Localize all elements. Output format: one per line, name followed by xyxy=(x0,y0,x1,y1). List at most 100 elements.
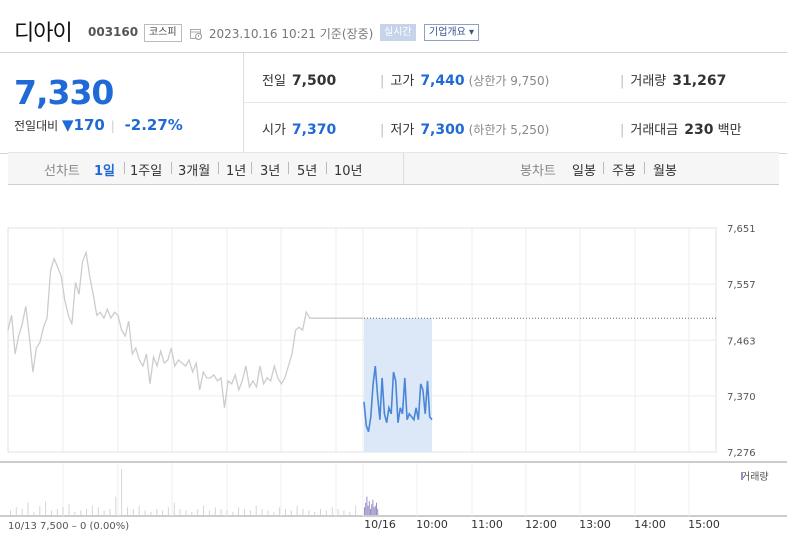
volume-bar xyxy=(103,510,105,515)
volume-bar xyxy=(21,508,23,515)
volume-bar xyxy=(267,510,269,515)
volume-bar xyxy=(162,510,164,515)
stock-code: 003160 xyxy=(88,25,139,39)
volume-bar xyxy=(62,507,64,515)
tab-3year[interactable]: 3년 xyxy=(260,164,281,179)
tab-10year[interactable]: 10년 xyxy=(334,164,363,179)
tab-1year[interactable]: 1년 xyxy=(226,164,247,179)
volume-bar xyxy=(132,508,134,515)
y-tick-label: 7,463 xyxy=(727,336,756,347)
volume-bar xyxy=(50,510,52,515)
market-status: 기준(장중) xyxy=(319,27,374,41)
market-badge: 코스피 xyxy=(144,24,182,42)
volume-bar xyxy=(371,504,373,515)
volume-legend-swatch xyxy=(741,472,743,480)
x-tick-label: 12:00 xyxy=(525,518,557,531)
change-percent: -2.27% xyxy=(124,116,183,134)
volume-bar xyxy=(355,505,357,515)
volume-bar xyxy=(302,508,304,515)
y-tick-label: 7,651 xyxy=(727,224,756,235)
tab-3month[interactable]: 3개월 xyxy=(178,164,211,179)
volume-bar xyxy=(238,507,240,515)
lower-limit: (하한가 5,250) xyxy=(468,123,550,137)
volume-bar xyxy=(365,502,367,515)
x-tick-label: 11:00 xyxy=(471,518,503,531)
volume-bar xyxy=(197,508,199,515)
company-info-button[interactable]: 기업개요 ▾ xyxy=(424,24,479,41)
volume-bar xyxy=(314,511,316,515)
x-tick-label: 15:00 xyxy=(688,518,720,531)
datetime-label: 2023.10.16 10:21 기준(장중) xyxy=(190,25,373,42)
stock-header: 디아이 003160 코스피 2023.10.16 10:21 기준(장중) 실… xyxy=(0,0,787,52)
volume-bar xyxy=(325,510,327,515)
volume-bar xyxy=(109,508,111,515)
volume-bar xyxy=(167,507,169,515)
volume-bar xyxy=(68,504,70,515)
open-price: 시가 7,370 xyxy=(262,122,337,138)
volume-bar xyxy=(191,511,193,515)
volume-bar xyxy=(244,508,245,515)
volume-bar xyxy=(15,507,17,515)
change-value: ▼170 xyxy=(62,116,105,134)
volume-bar xyxy=(156,508,158,515)
trade-amount: | 거래대금 230 백만 xyxy=(620,122,742,138)
line-chart-label: 선차트 xyxy=(44,164,80,179)
volume-bar xyxy=(226,510,228,515)
tab-1week[interactable]: 1주일 xyxy=(130,164,163,179)
volume-bar xyxy=(331,507,333,515)
volume-label: 거래량 xyxy=(741,471,769,483)
chart-grid xyxy=(0,227,787,517)
volume-bar xyxy=(255,505,257,515)
tab-daily[interactable]: 일봉 xyxy=(572,164,596,179)
volume-bar xyxy=(367,505,369,515)
volume-bar xyxy=(74,511,76,515)
volume: | 거래량 31,267 xyxy=(620,73,727,89)
candle-chart-label: 봉차트 xyxy=(520,164,556,179)
x-tick-label: 14:00 xyxy=(634,518,666,531)
datetime-value: 2023.10.16 10:21 xyxy=(208,27,316,41)
x-tick-label: 10/16 xyxy=(364,518,396,531)
volume-bar xyxy=(39,505,41,515)
volume-bar xyxy=(150,511,152,515)
realtime-button[interactable]: 실시간 xyxy=(380,24,416,41)
volume-bar xyxy=(377,508,379,515)
volume-bar xyxy=(208,510,210,515)
low-price: | 저가 7,300 (하한가 5,250) xyxy=(380,122,550,138)
volume-bar xyxy=(115,496,117,515)
volume-bar xyxy=(10,510,11,515)
volume-bar xyxy=(308,510,310,515)
volume-bar xyxy=(220,508,222,515)
volume-bar xyxy=(364,507,365,515)
price-change: 전일대비 ▼170 | -2.27% xyxy=(14,116,183,134)
volume-bar xyxy=(376,502,377,515)
tab-1day[interactable]: 1일 xyxy=(94,164,116,179)
volume-bar xyxy=(373,507,375,515)
stock-name: 디아이 xyxy=(14,21,73,46)
volume-bar xyxy=(290,510,292,515)
divider xyxy=(243,53,244,153)
volume-bar xyxy=(370,508,371,515)
prev-close: 전일 7,500 xyxy=(262,73,337,89)
volume-bar xyxy=(27,502,29,515)
volume-bar xyxy=(279,507,281,515)
volume-bar xyxy=(214,507,216,515)
volume-bar xyxy=(185,510,187,515)
chart-tabs: 선차트 1일 1주일 3개월 1년 3년 5년 10년 봉차트 일봉 주봉 월봉 xyxy=(8,152,779,185)
volume-bar xyxy=(349,511,351,515)
prev-day-caption: 10/13 7,500 – 0 (0.00%) xyxy=(8,521,129,532)
volume-bar xyxy=(127,507,128,515)
volume-bar xyxy=(261,508,263,515)
y-tick-label: 7,276 xyxy=(727,448,756,459)
tab-5year[interactable]: 5년 xyxy=(297,164,318,179)
volume-bar xyxy=(80,510,82,515)
volume-bar xyxy=(343,510,345,515)
volume-bar xyxy=(284,508,286,515)
tab-monthly[interactable]: 월봉 xyxy=(653,164,677,179)
volume-bar xyxy=(366,496,368,515)
volume-bar xyxy=(56,508,58,515)
volume-bar xyxy=(320,508,321,515)
tab-weekly[interactable]: 주봉 xyxy=(612,164,636,179)
volume-bar xyxy=(86,508,87,515)
volume-bar xyxy=(121,469,123,515)
